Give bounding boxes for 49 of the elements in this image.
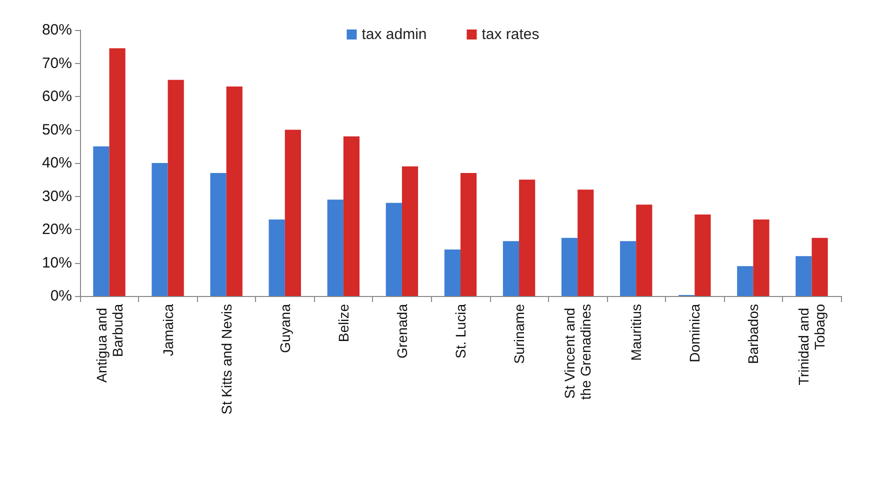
y-tick-label: 10% [42,254,72,272]
bar [444,249,460,296]
x-tick-label: Suriname [511,304,528,364]
bar [636,204,652,296]
x-tick-label: St Vincent and the Grenadines [562,304,594,400]
bar [620,241,636,296]
bar [561,238,578,296]
y-tick-label: 30% [42,188,72,205]
x-tick-label: Trinidad and Tobago [796,304,828,386]
y-tick-label: 0% [50,288,72,304]
x-tick-label: Guyana [276,304,293,354]
bar [519,180,536,296]
bar [210,172,226,296]
y-tick-label: 20% [42,221,72,238]
legend-label: tax rates [482,26,540,43]
bar [812,238,828,296]
bar [460,172,477,296]
x-tick-label: Dominica [686,304,703,362]
bar [93,146,110,296]
bar [502,241,520,296]
y-tick-label: 70% [42,54,72,72]
bar [327,200,344,296]
x-tick-label: Antigua and Barbuda [93,304,126,383]
bar [737,266,754,296]
x-tick-label: St. Lucia [452,304,468,358]
y-tick-label: 50% [42,121,72,138]
bar [402,166,418,296]
bar [578,190,594,296]
bar [109,48,126,296]
bar [386,202,402,296]
bar [694,214,711,296]
bar [152,163,168,296]
bar [168,80,184,296]
legend-label: tax admin [362,26,427,43]
y-tick-label: 40% [42,154,72,172]
bar [284,130,301,296]
x-tick-label: Jamaica [160,304,176,356]
bar [268,220,285,296]
x-tick-label: Grenada [394,304,410,358]
bar [343,136,360,296]
x-tick-label: Belize [335,304,352,342]
x-tick-label: Mauritius [628,304,644,361]
x-tick-label: St Kitts and Nevis [218,304,234,414]
bar [796,256,812,296]
y-tick-label: 60% [42,88,72,105]
x-tick-label: Barbados [745,304,762,364]
bar [226,86,242,296]
bar [753,220,770,296]
y-tick-label: 80% [42,22,72,38]
